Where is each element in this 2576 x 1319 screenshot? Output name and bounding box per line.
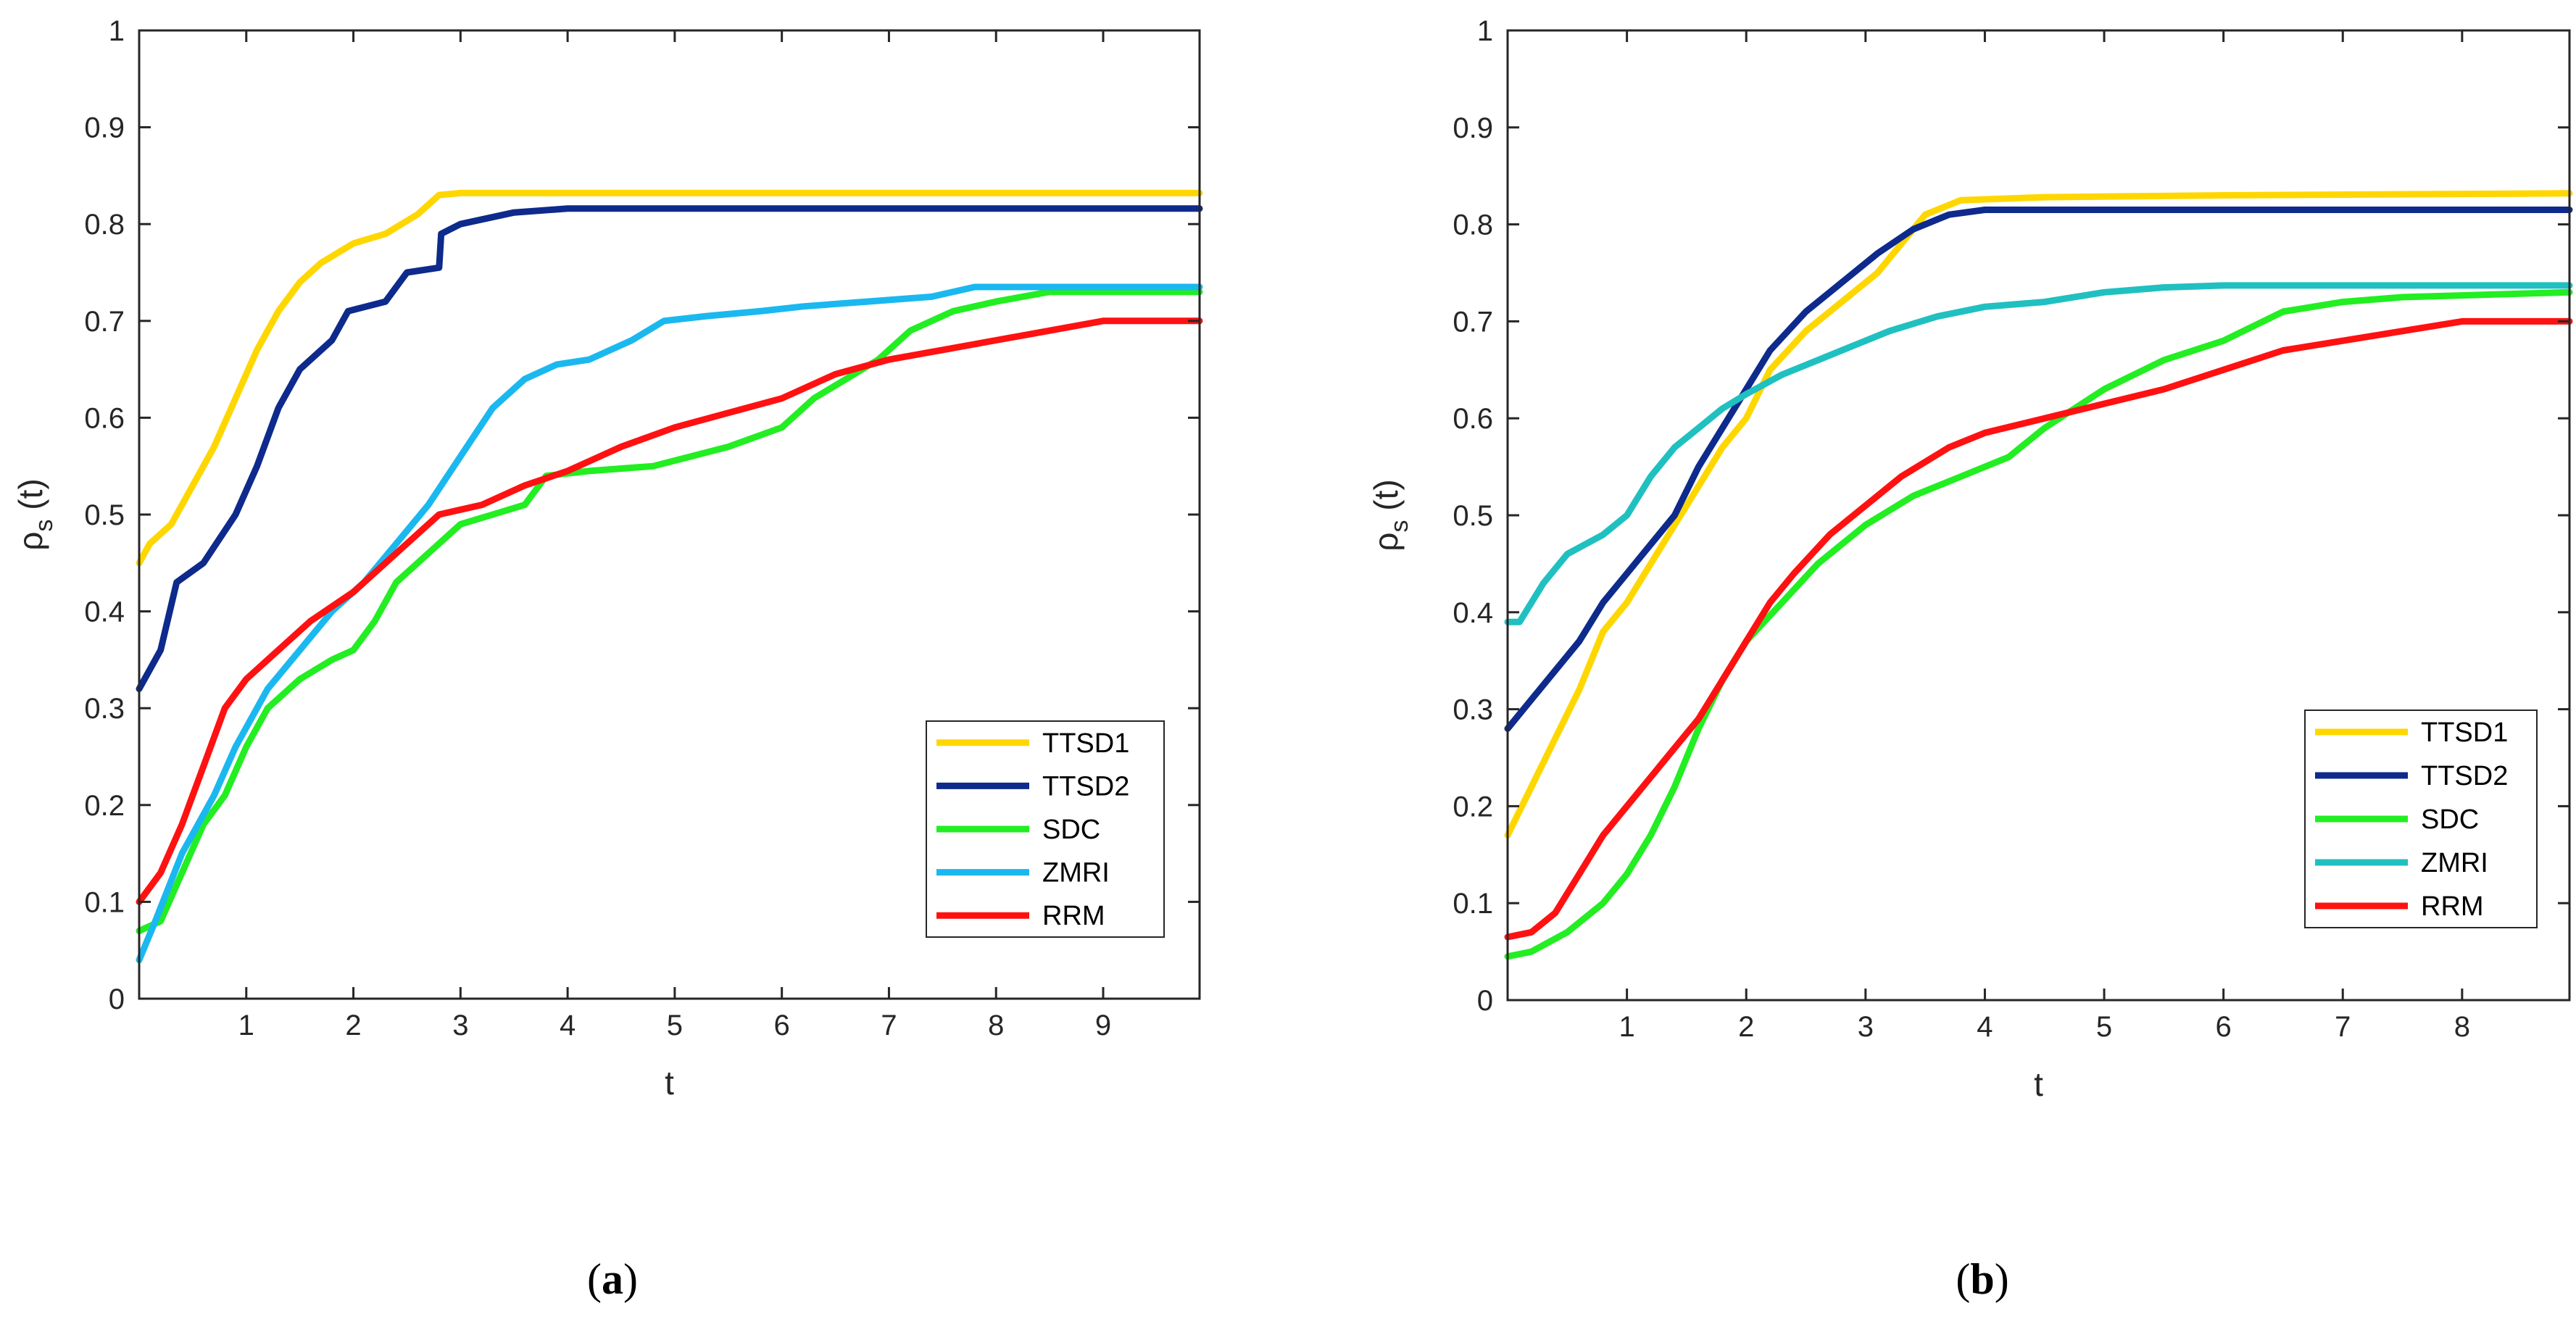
y-tick-label: 0.7 — [84, 306, 125, 338]
y-axis-label-subscript: s — [30, 520, 58, 532]
caption-b: (b) — [1956, 1255, 2008, 1303]
legend-label-sdc: SDC — [2421, 804, 2479, 835]
caption-a: (a) — [587, 1255, 638, 1303]
x-tick-label: 6 — [2216, 1011, 2232, 1043]
series-line-sdc — [1504, 288, 2573, 960]
legend-label-zmri: ZMRI — [2421, 848, 2488, 878]
y-tick-label: 0.6 — [1453, 403, 1493, 435]
y-tick-label: 0.5 — [84, 499, 125, 531]
y-tick-label: 0.6 — [84, 402, 125, 434]
series-line-zmri — [136, 283, 1203, 964]
legend-label-rrm: RRM — [2421, 891, 2484, 922]
x-tick-label: 2 — [1738, 1011, 1754, 1043]
x-axis-label: t — [665, 1064, 674, 1102]
series-line-rrm — [1504, 317, 2573, 941]
series-line-zmri — [1504, 282, 2573, 625]
y-tick-label: 0.8 — [84, 209, 125, 241]
panel-a: 0 0.1 0.2 0.3 0.4 0.5 0.6 0.7 0.8 0.9 1 1 2 3 4 5 6 7 8 9 t ρ… — [12, 15, 1203, 1102]
y-axis-label-tail: (t) — [12, 478, 49, 519]
y-axis-label-symbol: ρ — [1367, 533, 1405, 552]
series-line-ttsd1 — [136, 189, 1203, 567]
x-tick-label: 1 — [238, 1010, 254, 1041]
y-axis-label-symbol: ρ — [12, 532, 49, 551]
y-tick-label: 0.7 — [1453, 306, 1493, 338]
y-tick-label: 1 — [1477, 15, 1493, 47]
y-axis-label-tail: (t) — [1367, 479, 1405, 520]
legend-label-rrm: RRM — [1042, 901, 1105, 931]
x-tick-label: 9 — [1095, 1010, 1111, 1041]
y-tick-label: 1 — [109, 15, 125, 47]
series-line-rrm — [136, 317, 1203, 905]
legend-label-sdc: SDC — [1042, 815, 1100, 845]
series-line-ttsd1 — [1504, 190, 2573, 839]
x-tick-label: 5 — [2096, 1011, 2112, 1043]
y-tick-label: 0 — [109, 983, 125, 1015]
legend-label-ttsd1: TTSD1 — [2421, 717, 2508, 748]
legend-label-ttsd1: TTSD1 — [1042, 728, 1129, 759]
legend-label-ttsd2: TTSD2 — [2421, 761, 2508, 791]
y-tick-label: 0.3 — [1453, 694, 1493, 726]
y-tick-label: 0.5 — [1453, 500, 1493, 532]
y-tick-label: 0.4 — [84, 596, 125, 628]
series-line-ttsd2 — [136, 205, 1203, 692]
panel-b: 0 0.1 0.2 0.3 0.4 0.5 0.6 0.7 0.8 0.9 1 1 2 3 4 5 6 7 8 t ρs… — [1367, 15, 2573, 1103]
x-tick-label: 6 — [774, 1010, 790, 1041]
y-tick-label: 0.2 — [84, 790, 125, 822]
y-tick-label: 0.2 — [1453, 791, 1493, 823]
y-tick-label: 0.9 — [1453, 112, 1493, 144]
legend-label-ttsd2: TTSD2 — [1042, 771, 1129, 802]
x-axis-label: t — [2034, 1065, 2043, 1103]
y-tick-label: 0.3 — [84, 693, 125, 725]
x-tick-label: 4 — [1977, 1011, 1993, 1043]
y-tick-label: 0.9 — [84, 112, 125, 144]
y-axis-label-subscript: s — [1386, 520, 1413, 533]
x-tick-label: 7 — [2335, 1011, 2351, 1043]
x-tick-label: 3 — [452, 1010, 468, 1041]
legend: TTSD1 TTSD2 SDC ZMRI RRM — [2304, 710, 2538, 928]
x-tick-label: 2 — [345, 1010, 361, 1041]
y-tick-label: 0.1 — [1453, 888, 1493, 920]
x-tick-label: 1 — [1619, 1011, 1634, 1043]
y-tick-label: 0.4 — [1453, 597, 1493, 629]
y-axis-label: ρs (t) — [12, 478, 58, 550]
y-axis-label: ρs (t) — [1367, 479, 1413, 551]
series-line-sdc — [136, 288, 1203, 934]
y-tick-label: 0.8 — [1453, 209, 1493, 241]
x-tick-label: 7 — [881, 1010, 897, 1041]
x-tick-label: 3 — [1858, 1011, 1874, 1043]
x-tick-label: 8 — [988, 1010, 1004, 1041]
legend: TTSD1 TTSD2 SDC ZMRI RRM — [926, 720, 1165, 938]
x-tick-label: 5 — [667, 1010, 683, 1041]
series-line-ttsd2 — [1504, 207, 2573, 732]
x-tick-label: 4 — [560, 1010, 576, 1041]
x-tick-label: 8 — [2454, 1011, 2470, 1043]
y-tick-label: 0.1 — [84, 886, 125, 918]
legend-label-zmri: ZMRI — [1042, 858, 1110, 889]
y-tick-label: 0 — [1477, 985, 1493, 1017]
